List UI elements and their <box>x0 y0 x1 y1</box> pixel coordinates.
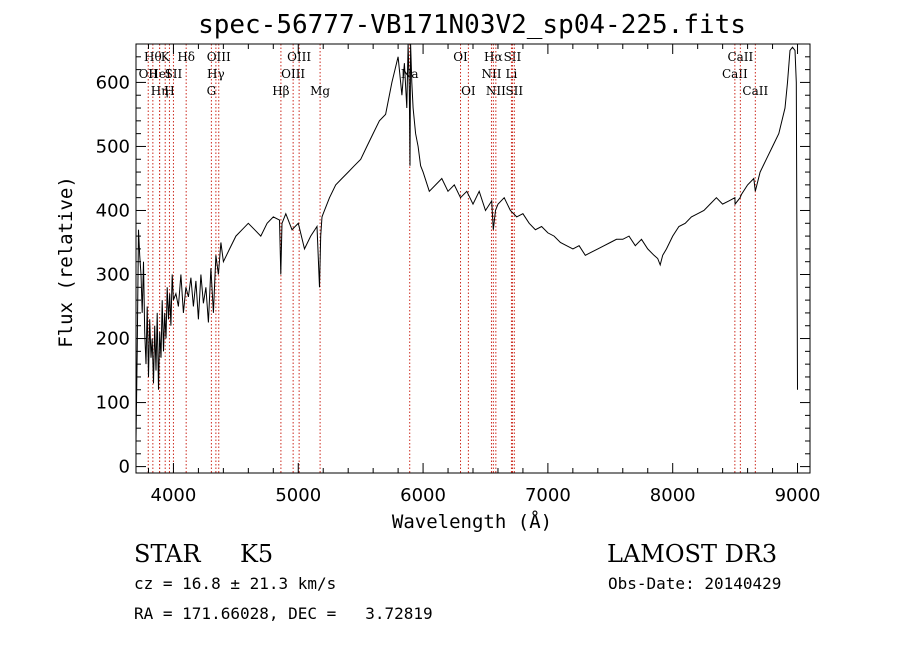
line-label: Hα <box>484 50 503 64</box>
spectrum-chart: spec-56777-VB171N03V2_sp04-225.fits OIIH… <box>55 10 821 533</box>
y-tick-label: 100 <box>96 393 130 414</box>
line-label: OIII <box>207 50 231 64</box>
x-tick-label: 7000 <box>525 485 571 506</box>
chart-title: spec-56777-VB171N03V2_sp04-225.fits <box>198 10 746 40</box>
line-label: NII <box>481 67 501 81</box>
x-tick-label: 4000 <box>151 485 197 506</box>
x-axis-label: Wavelength (Å) <box>392 510 552 533</box>
line-label: OI <box>453 50 468 64</box>
coordinates: RA = 171.66028, DEC = 3.72819 <box>134 604 433 623</box>
y-tick-label: 300 <box>96 265 130 286</box>
redshift-cz: cz = 16.8 ± 21.3 km/s <box>134 574 337 593</box>
line-label: Li <box>506 67 518 81</box>
spectrum-line <box>135 43 798 442</box>
obs-date: Obs-Date: 20140429 <box>608 574 782 593</box>
line-label: CaII <box>722 67 748 81</box>
line-label: NII <box>486 84 506 98</box>
object-class: STAR <box>134 540 201 568</box>
line-label: SII <box>165 67 183 81</box>
x-tick-label: 6000 <box>400 485 446 506</box>
line-label: OI <box>461 84 476 98</box>
line-label: CaII <box>727 50 753 64</box>
line-label: OII <box>139 67 159 81</box>
x-tick-label: 9000 <box>775 485 821 506</box>
line-label: Hθ <box>144 50 162 64</box>
line-label: G <box>207 84 217 98</box>
line-label: HeI <box>148 67 171 81</box>
line-label: OIII <box>281 67 305 81</box>
line-label: Hδ <box>177 50 195 64</box>
line-label: K <box>161 50 171 64</box>
line-label: SII <box>504 50 522 64</box>
line-label: Mg <box>310 84 330 98</box>
line-label: CaII <box>742 84 768 98</box>
line-label: OIII <box>287 50 311 64</box>
line-markers: OIIHθHηHeIKHSIIHδGHγOIIIHβOIIIOIIIMgNaOI… <box>139 44 768 473</box>
line-label: Hβ <box>272 84 289 98</box>
x-tick-label: 5000 <box>275 485 321 506</box>
x-tick-label: 8000 <box>650 485 696 506</box>
y-tick-label: 500 <box>96 136 130 157</box>
y-axis-label: Flux (relative) <box>55 176 77 348</box>
survey-name: LAMOST DR3 <box>607 540 778 568</box>
y-tick-label: 600 <box>96 72 130 93</box>
object-subclass: K5 <box>240 540 274 568</box>
y-tick-label: 200 <box>96 329 130 350</box>
line-label: SII <box>505 84 523 98</box>
y-tick-label: 400 <box>96 200 130 221</box>
y-tick-label: 0 <box>119 457 130 478</box>
plot-frame <box>135 43 811 474</box>
axis-ticks: 4000 5000 6000 7000 8000 9000 0 100 200 300 400 500… <box>96 43 821 506</box>
line-label: Hγ <box>207 67 225 81</box>
line-label: H <box>164 84 174 98</box>
